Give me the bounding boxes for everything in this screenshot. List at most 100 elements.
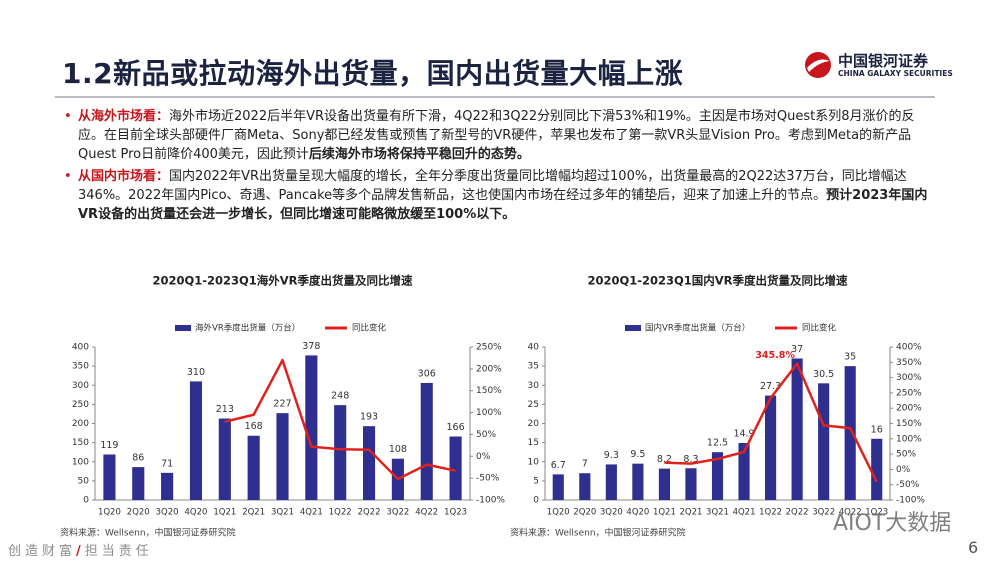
y2-tick-label: 0%: [476, 452, 491, 462]
y-tick-label: 20: [528, 419, 540, 429]
y2-tick-label: 400%: [896, 343, 922, 353]
bar: [791, 358, 803, 500]
bar-label: 193: [360, 412, 378, 423]
bar-label: 108: [389, 444, 407, 455]
bar: [305, 355, 318, 500]
y-tick-label: 200: [72, 419, 89, 429]
bar-label: 213: [216, 404, 234, 415]
bar: [765, 395, 777, 500]
bar: [579, 473, 591, 500]
bar: [189, 381, 203, 500]
y2-tick-label: 100%: [476, 408, 502, 418]
x-tick-label: 3Q21: [706, 508, 729, 518]
bar-label: 9.3: [604, 450, 619, 461]
legend-label: 海外VR季度出货量（万台）: [195, 323, 300, 334]
bar-label: 6.7: [551, 460, 566, 471]
y-tick-label: 0: [533, 496, 539, 506]
y-tick-label: 350: [72, 362, 89, 372]
bar-label: 168: [245, 421, 263, 432]
bullet: • 从海外市场看：海外市场近2022后半年VR设备出货量有所下滑，4Q22和3Q2…: [64, 107, 928, 164]
bar: [103, 454, 116, 500]
y2-tick-label: 250%: [896, 388, 922, 398]
x-tick-label: 3Q20: [156, 508, 179, 518]
bullet-text: 海外市场近2022后半年VR设备出货量有所下滑，4Q22和3Q22分别同比下滑5…: [78, 109, 915, 162]
bullet-marker: •: [64, 169, 72, 184]
bar: [161, 472, 174, 500]
x-tick-label: 1Q21: [653, 508, 676, 518]
bar-label: 9.5: [630, 449, 645, 460]
page-number: 6: [968, 538, 979, 557]
bar: [449, 436, 462, 500]
bar: [685, 468, 697, 500]
y2-tick-label: 300%: [896, 373, 922, 383]
chart-title: 2020Q1-2023Q1国内VR季度出货量及同比增速: [587, 274, 848, 288]
y2-tick-label: -100%: [476, 496, 505, 506]
x-tick-label: 3Q20: [600, 508, 623, 518]
y-tick-label: 50: [78, 476, 90, 486]
x-tick-label: 3Q22: [812, 508, 835, 518]
logo-mark: [805, 52, 831, 78]
x-tick-label: 4Q22: [415, 508, 438, 518]
bullet-marker: •: [64, 109, 72, 124]
bar: [632, 463, 644, 500]
bar-label: 119: [100, 440, 118, 451]
bar: [362, 426, 376, 500]
line: [224, 358, 456, 481]
bar-label: 16: [871, 424, 883, 435]
legend-label: 国内VR季度出货量（万台）: [645, 323, 750, 334]
y-tick-label: 5: [533, 476, 539, 486]
bullet-text: 国内2022年VR出货量呈现大幅度的增长，全年分季度出货量同比增幅均超过100%…: [78, 169, 907, 203]
x-tick-label: 2Q21: [680, 508, 703, 518]
y2-tick-label: 100%: [896, 434, 922, 444]
x-tick-label: 3Q21: [271, 508, 294, 518]
bar: [247, 435, 260, 500]
bar-label: 306: [418, 368, 436, 379]
y-tick-label: 40: [528, 343, 540, 353]
title-rule: [55, 96, 935, 98]
legend-swatch: [625, 325, 641, 331]
source: 资料来源：Wellsenn，中国银河证券研究院: [510, 527, 686, 539]
y2-tick-label: -50%: [476, 474, 500, 484]
y2-tick-label: 0%: [896, 465, 911, 475]
bar: [552, 474, 564, 500]
bar: [132, 467, 145, 500]
bar-label: 12.5: [707, 438, 728, 449]
footer-left: 创造财富: [8, 544, 77, 559]
y-tick-label: 300: [72, 381, 89, 391]
bar-label: 310: [187, 367, 205, 378]
bar: [605, 464, 617, 500]
bar-label: 86: [132, 453, 144, 464]
y-tick-label: 400: [72, 343, 89, 353]
x-tick-label: 4Q20: [185, 508, 208, 518]
bullet-lead: 从海外市场看：: [78, 109, 170, 124]
bullet-emphasis: 预计2023年国内VR设备的出货量还会进一步增长，但同比增速可能略微放缓至100…: [78, 188, 928, 222]
bullet-emphasis: 后续海外市场将保持平稳回升的态势。: [308, 147, 530, 162]
line-label: 345.8%: [755, 350, 795, 361]
line: [664, 362, 878, 483]
y2-tick-label: 50%: [476, 430, 496, 440]
bar-label: 27.3: [760, 381, 781, 392]
y-tick-label: 30: [528, 381, 540, 391]
y2-tick-label: 50%: [896, 450, 916, 460]
x-tick-label: 1Q20: [547, 508, 570, 518]
x-tick-label: 1Q22: [759, 508, 782, 518]
bar-label: 35: [844, 352, 856, 363]
y2-tick-label: 150%: [476, 386, 502, 396]
bar: [738, 443, 750, 500]
x-tick-label: 1Q21: [213, 508, 236, 518]
logo-text: 中国银河证券: [838, 52, 929, 70]
bar-label: 8.3: [683, 454, 698, 465]
bar-label: 30.5: [813, 369, 834, 380]
x-tick-label: 1Q20: [98, 508, 121, 518]
x-tick-label: 3Q22: [386, 508, 409, 518]
x-tick-label: 2Q20: [127, 508, 150, 518]
y-tick-label: 250: [72, 400, 89, 410]
footer-right: 担当责任: [84, 544, 153, 559]
y-tick-label: 0: [83, 496, 89, 506]
footer-sep: /: [76, 544, 85, 559]
y2-tick-label: 200%: [476, 364, 502, 374]
chart-title: 2020Q1-2023Q1海外VR季度出货量及同比增速: [152, 274, 413, 288]
bar-label: 227: [273, 399, 291, 410]
bar: [218, 418, 231, 500]
